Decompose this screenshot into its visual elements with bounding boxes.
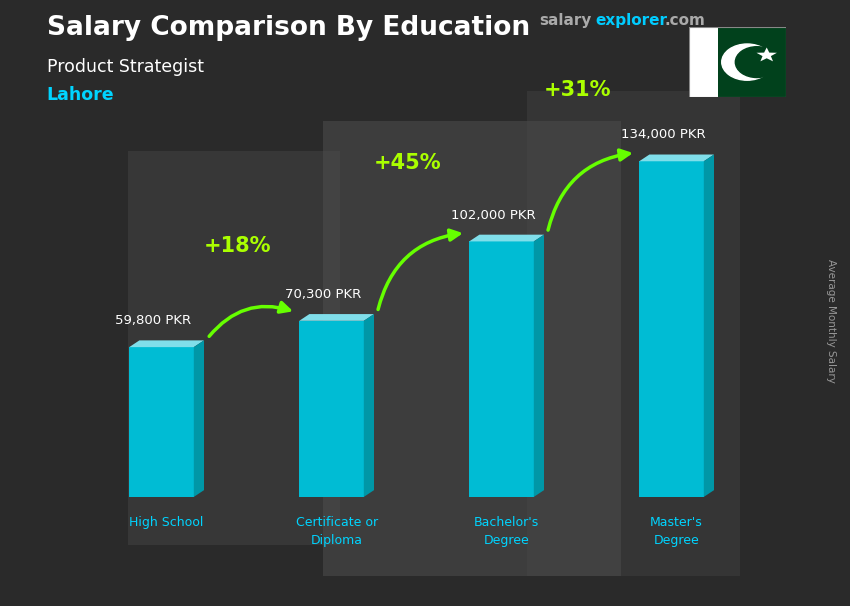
Text: +18%: +18% — [204, 236, 272, 256]
Text: salary: salary — [540, 13, 592, 28]
Polygon shape — [469, 241, 534, 497]
Text: Average Monthly Salary: Average Monthly Salary — [826, 259, 836, 383]
Circle shape — [722, 44, 773, 80]
Bar — [323, 121, 620, 576]
Bar — [688, 27, 717, 97]
Polygon shape — [129, 347, 194, 497]
Polygon shape — [299, 314, 374, 321]
Text: Lahore: Lahore — [47, 86, 115, 104]
Text: 134,000 PKR: 134,000 PKR — [620, 128, 706, 141]
Text: Product Strategist: Product Strategist — [47, 58, 204, 76]
Text: Certificate or
Diploma: Certificate or Diploma — [296, 516, 377, 547]
Polygon shape — [534, 235, 544, 497]
Text: Master's
Degree: Master's Degree — [650, 516, 703, 547]
Polygon shape — [129, 341, 204, 347]
Polygon shape — [639, 155, 714, 161]
Polygon shape — [364, 314, 374, 497]
Text: Salary Comparison By Education: Salary Comparison By Education — [47, 15, 530, 41]
Text: 59,800 PKR: 59,800 PKR — [115, 315, 191, 327]
Polygon shape — [299, 321, 364, 497]
Text: +31%: +31% — [544, 80, 612, 100]
Text: 70,300 PKR: 70,300 PKR — [285, 288, 361, 301]
Polygon shape — [704, 155, 714, 497]
Polygon shape — [639, 161, 704, 497]
Text: Bachelor's
Degree: Bachelor's Degree — [474, 516, 539, 547]
Bar — [527, 91, 740, 576]
Circle shape — [735, 47, 779, 78]
Text: .com: .com — [665, 13, 706, 28]
Polygon shape — [194, 341, 204, 497]
Polygon shape — [756, 47, 777, 61]
Polygon shape — [469, 235, 544, 241]
Bar — [717, 27, 786, 97]
Bar — [128, 152, 340, 545]
Text: High School: High School — [129, 516, 204, 528]
Text: +45%: +45% — [374, 153, 442, 173]
Text: 102,000 PKR: 102,000 PKR — [450, 208, 536, 222]
Text: explorer: explorer — [595, 13, 667, 28]
